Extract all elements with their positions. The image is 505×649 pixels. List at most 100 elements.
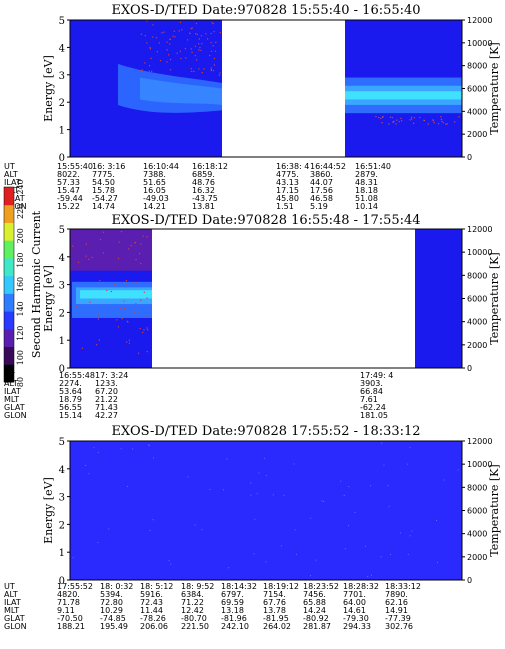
data-region-right [415, 229, 462, 368]
speckle-dot [145, 316, 148, 318]
speckle-dot [78, 261, 80, 263]
speckle-dot [413, 117, 416, 119]
speckle-dot [108, 528, 110, 530]
y-axis-label: Energy [eV] [42, 265, 55, 332]
ephemeris-value-glat: 56.55 [59, 403, 82, 412]
speckle-dot [201, 72, 203, 74]
speckle-dot [195, 22, 198, 25]
speckle-dot [113, 284, 115, 286]
speckle-dot [200, 35, 203, 37]
speckle-dot [389, 116, 392, 118]
speckle-dot [209, 488, 211, 490]
y2-tick-label: 8000 [467, 271, 487, 280]
ephemeris-value-glat: 45.80 [276, 194, 299, 203]
y2-tick-label: 0 [467, 576, 472, 585]
speckle-dot [187, 476, 189, 478]
speckle-dot [139, 327, 141, 330]
speckle-dot [440, 118, 443, 120]
speckle-dot [75, 305, 77, 307]
speckle-dot [169, 38, 171, 41]
speckle-dot [213, 30, 215, 33]
colorbar-segment [4, 240, 14, 259]
speckle-dot [228, 567, 230, 569]
speckle-dot [458, 116, 460, 118]
speckle-dot [102, 231, 105, 233]
speckle-dot [81, 347, 83, 349]
y2-tick-label: 2000 [467, 553, 487, 562]
speckle-dot [201, 529, 203, 531]
speckle-dot [209, 54, 211, 57]
speckle-dot [407, 463, 409, 465]
speckle-dot [265, 561, 267, 563]
y2-tick-label: 6000 [467, 507, 487, 516]
speckle-dot [170, 563, 172, 565]
y2-tick-label: 12000 [467, 16, 492, 25]
ephemeris-value-mlt: 21.22 [95, 395, 118, 404]
speckle-dot [132, 448, 134, 450]
speckle-dot [98, 339, 100, 341]
speckle-dot [88, 473, 90, 475]
ephemeris-value-ut: 18:33:12 [385, 582, 421, 591]
speckle-dot [410, 116, 413, 118]
ephemeris-value-glon: 221.50 [181, 622, 209, 631]
y-tick-label: 3 [59, 281, 65, 292]
speckle-dot [98, 314, 100, 316]
speckle-dot [146, 297, 148, 299]
speckle-dot [454, 121, 456, 123]
ephemeris-row-label: GLAT [4, 194, 25, 203]
speckle-dot [123, 308, 126, 310]
speckle-dot [294, 529, 296, 531]
ephemeris-value-ut: 18: 9:52 [181, 582, 214, 591]
speckle-dot [178, 30, 180, 32]
speckle-dot [117, 326, 120, 328]
ephemeris-value-ilat: 62.16 [385, 598, 408, 607]
ephemeris-value-glon: 13.81 [192, 202, 215, 211]
speckle-dot [173, 30, 175, 32]
colorbar-segment [4, 187, 14, 206]
speckle-dot [432, 120, 434, 122]
speckle-dot [146, 42, 148, 44]
speckle-dot [133, 311, 135, 313]
y-tick-label: 3 [59, 493, 65, 504]
colorbar-segment [4, 275, 14, 294]
speckle-dot [159, 60, 162, 62]
speckle-dot [340, 480, 342, 482]
speckle-dot [142, 331, 144, 334]
speckle-dot [382, 115, 384, 118]
speckle-dot [184, 47, 187, 50]
ephemeris-value-alt: 2274. [59, 379, 82, 388]
ephemeris-row-label: GLAT [4, 614, 25, 623]
y-tick-label: 4 [59, 43, 65, 54]
speckle-dot [258, 472, 260, 474]
speckle-dot [84, 465, 86, 467]
speckle-dot [413, 122, 415, 124]
ephemeris-value-glat: -62.24 [360, 403, 386, 412]
y2-tick-label: 0 [467, 364, 472, 373]
plasma-core-left [140, 77, 222, 105]
y2-tick-label: 0 [467, 153, 472, 162]
ephemeris-value-ilat: 53.64 [59, 387, 82, 396]
y-tick-label: 2 [59, 520, 65, 531]
ephemeris-value-glat: -77.39 [385, 614, 411, 623]
colorbar-frame [3, 186, 15, 383]
speckle-dot [198, 43, 200, 45]
speckle-dot [198, 49, 200, 51]
speckle-dot [214, 50, 217, 52]
ephemeris-value-ut: 16: 3:16 [92, 162, 125, 171]
speckle-dot [143, 329, 145, 331]
speckle-dot [150, 57, 152, 60]
colorbar-tick-label: 100 [16, 350, 25, 365]
speckle-dot [128, 248, 130, 250]
speckle-dot [137, 352, 140, 354]
speckle-dot [152, 36, 154, 38]
ephemeris-value-mlt: 7.61 [360, 395, 378, 404]
speckle-dot [166, 49, 168, 51]
speckle-dot [151, 70, 153, 72]
speckle-dot [375, 115, 377, 118]
speckle-dot [144, 62, 146, 64]
ephemeris-row-label: UT [4, 162, 15, 171]
speckle-dot [322, 500, 324, 502]
ephemeris-value-ilat: 64.00 [343, 598, 366, 607]
panel-2: EXOS-D/TED Date:970828 16:55:48 - 17:55:… [3, 179, 501, 420]
speckle-dot [180, 57, 182, 60]
